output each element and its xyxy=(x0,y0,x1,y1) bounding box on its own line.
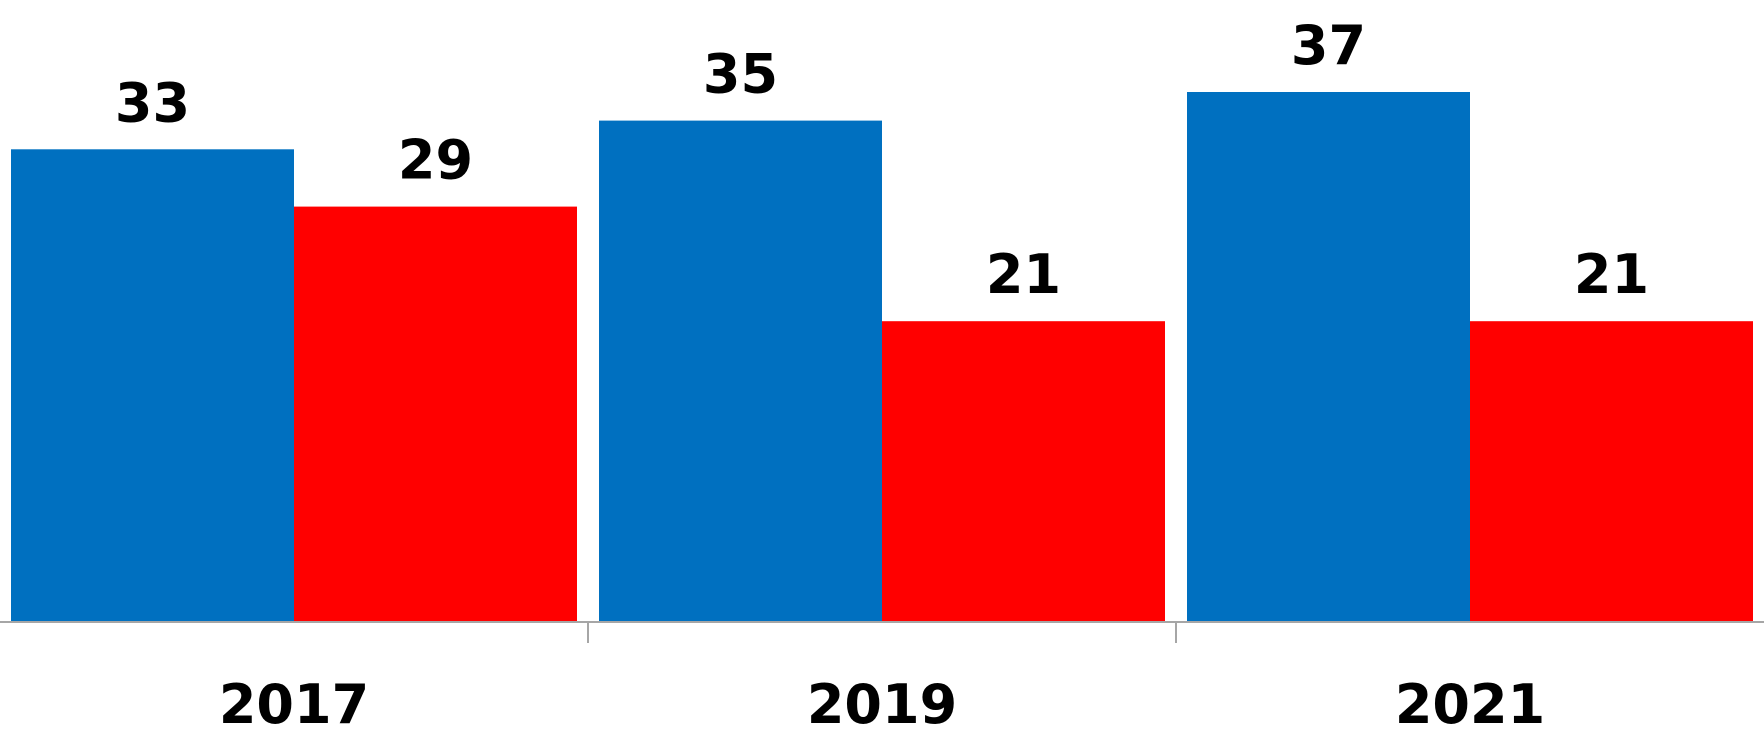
value-label-2021-series-2: 21 xyxy=(1574,243,1649,306)
bar-2019-series-2 xyxy=(882,321,1165,622)
bar-2017-series-1 xyxy=(11,149,294,623)
bar-2021-series-1 xyxy=(1187,92,1470,622)
value-label-2019-series-2: 21 xyxy=(986,243,1061,306)
bars-group xyxy=(11,92,1753,623)
value-label-2017-series-2: 29 xyxy=(398,129,473,192)
bar-2017-series-2 xyxy=(294,206,577,622)
x-tick-label-2019: 2019 xyxy=(807,673,957,731)
x-tick-label-2021: 2021 xyxy=(1395,673,1545,731)
x-axis-ticks-group xyxy=(587,622,1177,643)
bar-2021-series-2 xyxy=(1470,321,1753,622)
x-tick-label-2017: 2017 xyxy=(219,673,369,731)
value-labels-group: 33 29 35 21 37 21 xyxy=(115,14,1649,306)
value-label-2019-series-1: 35 xyxy=(703,43,778,106)
value-label-2017-series-1: 33 xyxy=(115,71,190,134)
value-label-2021-series-1: 37 xyxy=(1291,14,1366,77)
bar-2019-series-1 xyxy=(599,120,882,622)
x-axis-tick-labels-group: 2017 2019 2021 xyxy=(219,673,1545,731)
